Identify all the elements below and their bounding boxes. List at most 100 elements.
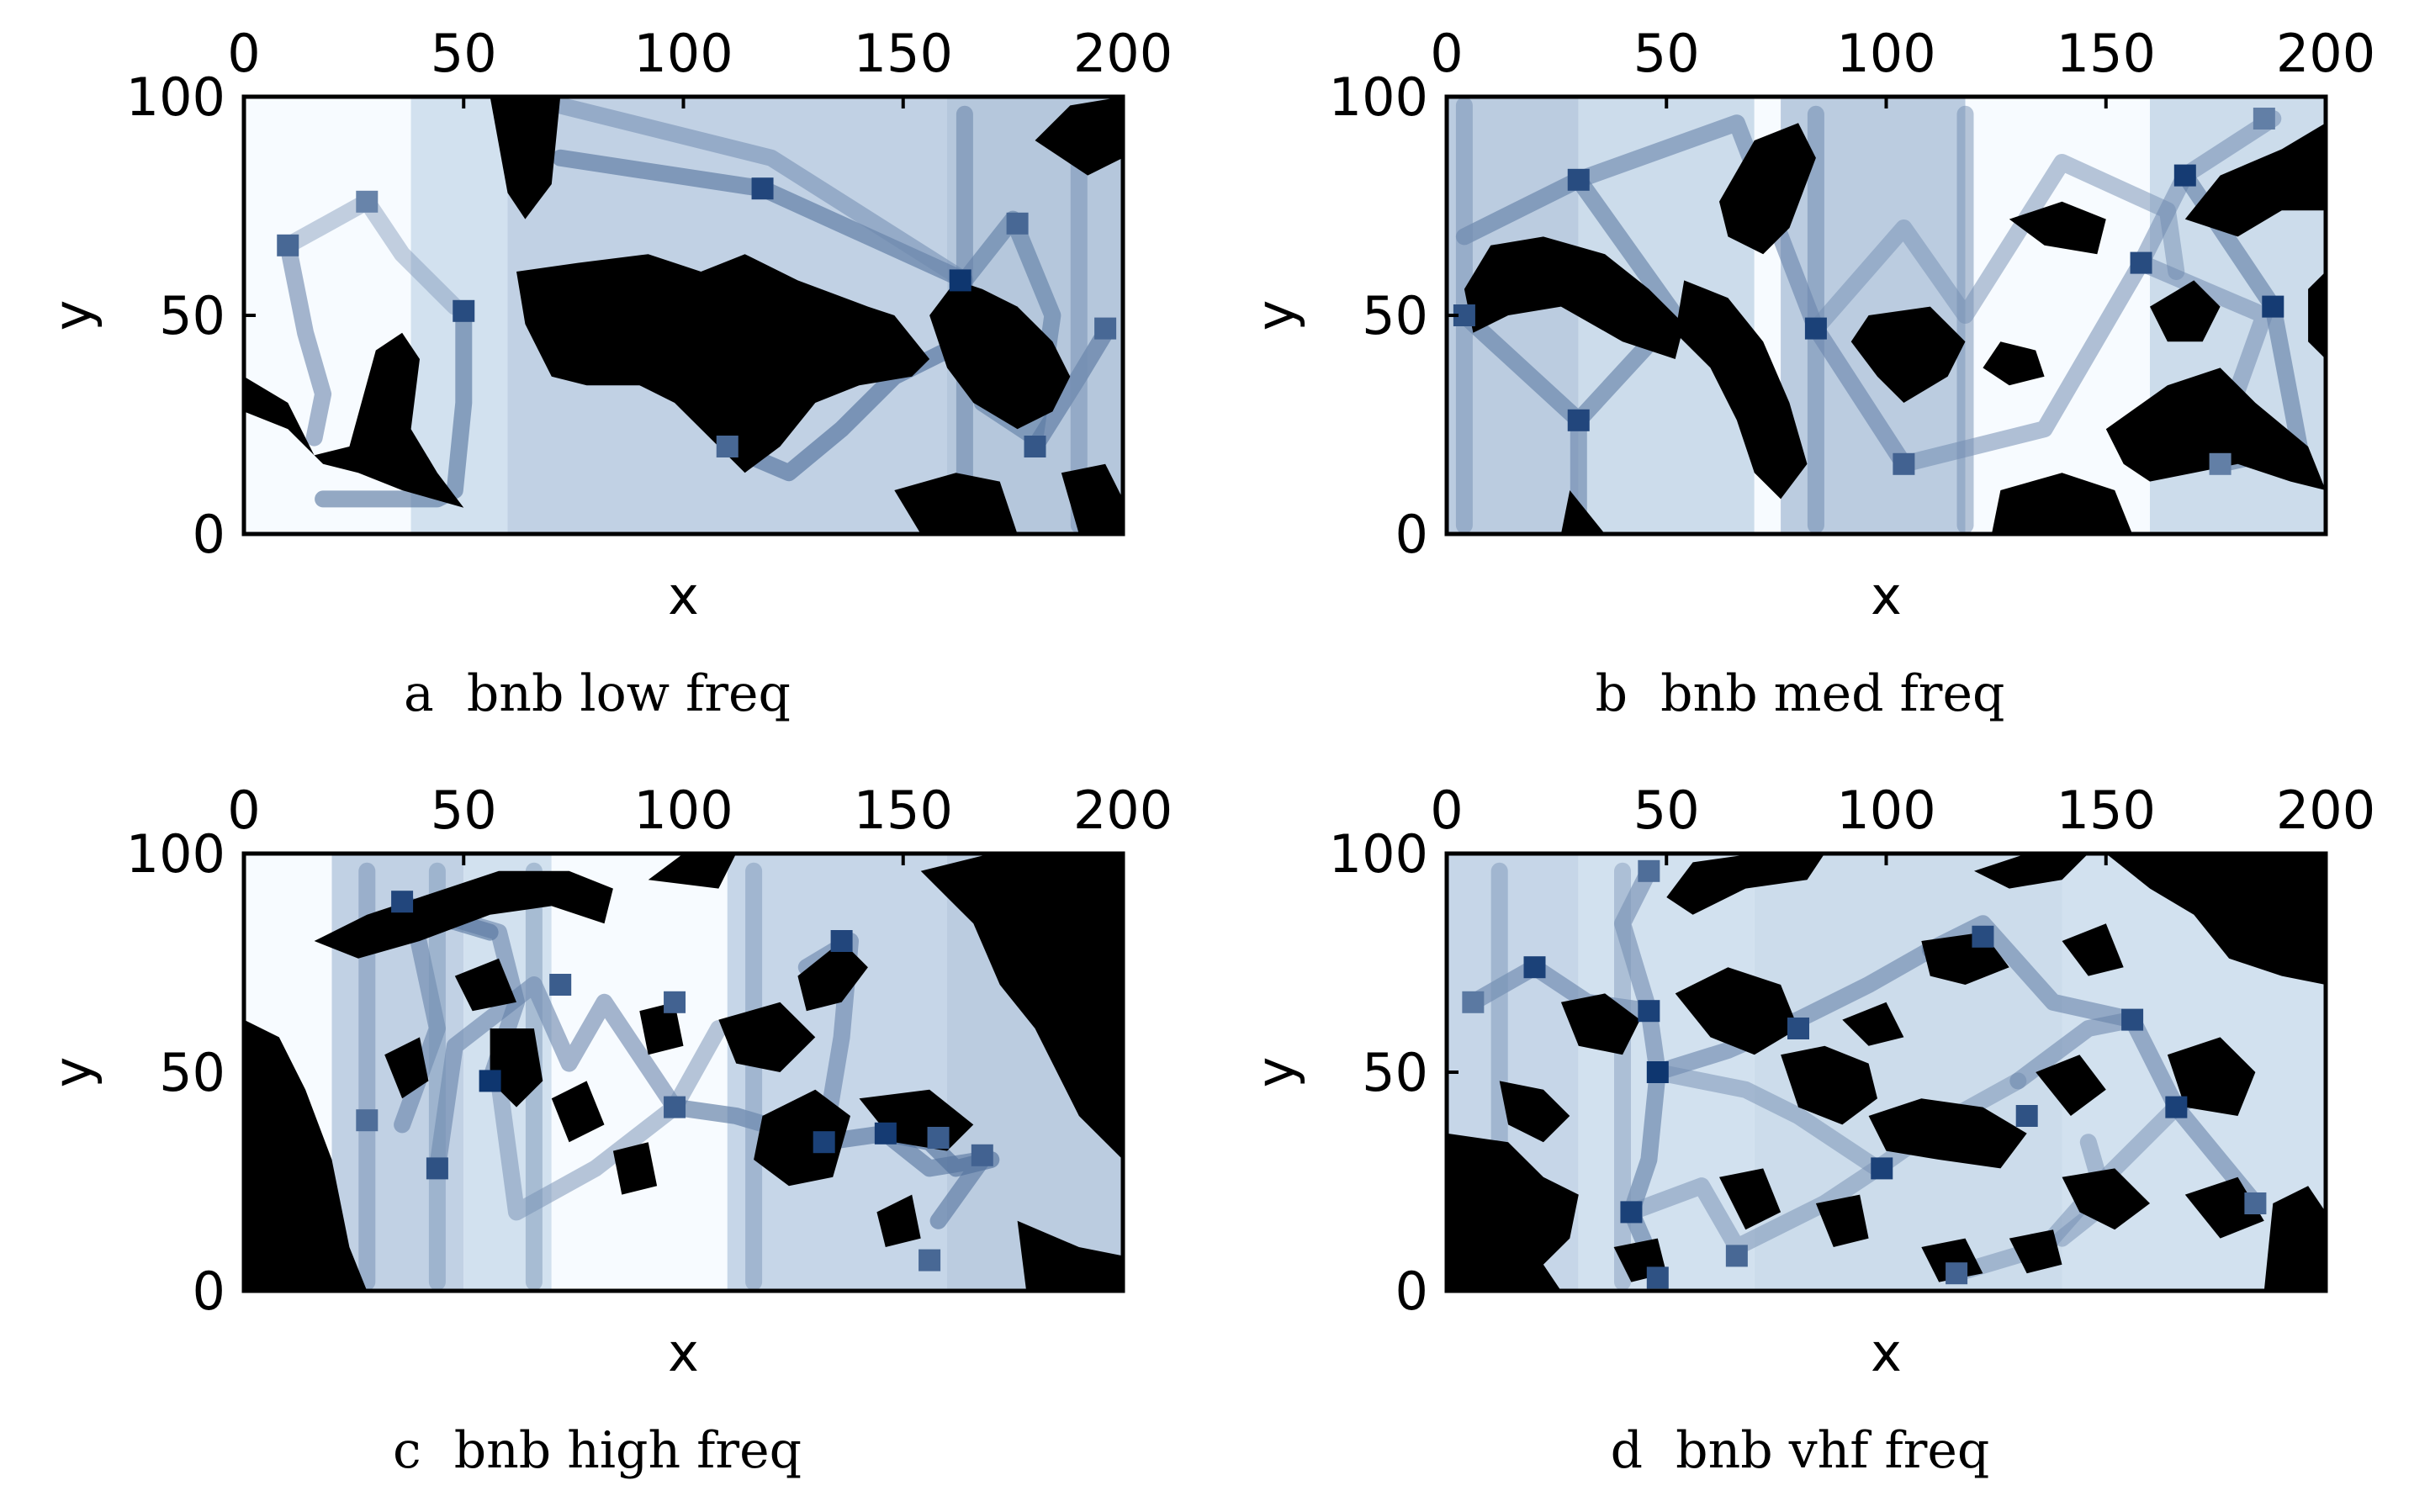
xtick-label-b-1: 50: [1633, 23, 1700, 84]
node-d-2: [1646, 1061, 1669, 1083]
xtick-label-a-1: 50: [431, 23, 497, 84]
obstacle-d-2: [1560, 993, 1640, 1055]
caption-title-d: bnb vhf freq: [1676, 1421, 1990, 1480]
obstacle-c-15: [876, 1194, 921, 1247]
plot-area-b: [1447, 97, 2326, 534]
obstacle-c-4: [718, 1002, 816, 1072]
node-b-8: [2253, 108, 2275, 130]
ytick-label-b-0: 0: [1395, 504, 1428, 565]
node-b-3: [1804, 317, 1827, 340]
xtick-label-b-4: 200: [2276, 23, 2375, 84]
node-d-6: [1871, 1157, 1893, 1180]
node-d-10: [2015, 1105, 2038, 1127]
obstacle-d-17: [1719, 1168, 1781, 1230]
ytick-label-d-1: 50: [1362, 1042, 1428, 1103]
obstacle-c-12: [612, 1142, 658, 1195]
node-d-15: [1638, 859, 1660, 882]
node-c-3: [479, 1070, 501, 1092]
obstacle-a-2: [516, 254, 930, 473]
node-c-5: [664, 991, 686, 1013]
xtick-label-d-3: 150: [2057, 780, 2156, 841]
obstacle-c-0: [244, 1019, 368, 1291]
caption-letter-c: c: [393, 1421, 421, 1480]
ytick-label-a-2: 100: [126, 66, 225, 128]
caption-letter-a: a: [404, 664, 434, 723]
xtick-label-d-4: 200: [2276, 780, 2375, 841]
obstacle-a-0: [244, 332, 464, 508]
node-d-12: [1946, 1262, 1968, 1285]
node-b-6: [2173, 164, 2196, 187]
node-d-9: [2165, 1096, 2188, 1118]
xtick-label-c-3: 150: [854, 780, 953, 841]
ylabel-b: y: [1245, 300, 1306, 331]
obstacle-a-1: [490, 97, 561, 219]
node-d-14: [1462, 991, 1485, 1013]
node-c-6: [664, 1096, 686, 1118]
obstacle-d-8: [1868, 1098, 2027, 1169]
plot-d: 0 50 100 150 200 0 50 100 x y: [1245, 780, 2375, 1383]
obstacle-d-13: [2036, 1055, 2106, 1116]
path-a-0: [279, 236, 332, 447]
obstacle-d-14: [2062, 1168, 2150, 1230]
caption-d: d bnb vhf freq: [1203, 1421, 2397, 1480]
obstacle-c-8: [1017, 1220, 1123, 1291]
node-c-11: [971, 1144, 993, 1166]
obstacle-d-16: [2263, 1186, 2326, 1291]
panel-a: 0 50 100 150 200 0 50 100 x y a bnb low freq: [0, 0, 1194, 740]
obstacle-c-5: [754, 1089, 850, 1187]
xlabel-b: x: [1871, 565, 1902, 626]
obstacle-b-8: [2184, 123, 2326, 237]
node-c-2: [356, 1109, 379, 1132]
node-d-4: [1646, 1266, 1669, 1289]
node-a-6: [1094, 317, 1117, 340]
caption-b: b bnb med freq: [1203, 664, 2397, 723]
obstacle-c-13: [639, 1002, 684, 1055]
plot-b: 0 50 100 150 200 0 50 100 x y: [1245, 23, 2375, 626]
path-a-4: [552, 97, 973, 289]
panel-d: 0 50 100 150 200 0 50 100 x y d bnb vhf freq: [1203, 757, 2397, 1497]
xtick-label-d-0: 0: [1430, 780, 1463, 841]
obstacle-c-1: [314, 870, 613, 959]
obstacle-c-11: [551, 1081, 605, 1143]
obstacle-c-9: [384, 1037, 429, 1099]
node-d-11: [2244, 1192, 2267, 1214]
path-c-2: [490, 1020, 728, 1221]
panel-c: 0 50 100 150 200 0 50 100 x y c bnb high freq: [0, 757, 1194, 1497]
node-a-2: [453, 299, 475, 322]
plot-area-d: [1447, 854, 2326, 1291]
obstacle-b-10: [1991, 473, 2133, 534]
node-c-8: [813, 1131, 835, 1154]
node-b-7: [2262, 295, 2284, 318]
ytick-label-d-2: 100: [1329, 823, 1428, 885]
obstacle-b-0: [1464, 236, 1685, 359]
node-a-7: [1024, 436, 1046, 457]
obstacle-b-1: [1560, 490, 1606, 534]
ytick-label-b-1: 50: [1362, 285, 1428, 346]
node-d-13: [1725, 1245, 1748, 1267]
xtick-label-c-4: 200: [1073, 780, 1173, 841]
caption-c: c bnb high freq: [0, 1421, 1194, 1480]
caption-title-b: bnb med freq: [1660, 664, 2005, 723]
obstacle-d-15: [2184, 1176, 2264, 1239]
obstacle-d-6: [1842, 1002, 1904, 1046]
ytick-label-a-0: 0: [193, 504, 225, 565]
panel-b: 0 50 100 150 200 0 50 100 x y b bnb med freq: [1203, 0, 2397, 740]
obstacle-b-4: [1850, 306, 1966, 403]
node-d-7: [1972, 925, 1994, 948]
node-d-8: [2121, 1008, 2144, 1031]
xtick-label-a-4: 200: [1073, 23, 1173, 84]
caption-letter-d: d: [1610, 1421, 1644, 1480]
xtick-label-c-2: 100: [633, 780, 733, 841]
xtick-label-b-3: 150: [2057, 23, 2156, 84]
node-d-5: [1787, 1018, 1809, 1039]
obstacle-b-11: [2308, 272, 2326, 359]
caption-title-a: bnb low freq: [466, 664, 791, 723]
ytick-label-a-1: 50: [159, 285, 225, 346]
plot-area-c: [244, 854, 1123, 1291]
obstacle-a-4: [1035, 97, 1123, 176]
obstacle-a-5: [894, 473, 1018, 534]
xtick-label-c-1: 50: [431, 780, 497, 841]
node-b-1: [1567, 409, 1590, 431]
ylabel-c: y: [42, 1057, 103, 1088]
ytick-label-b-2: 100: [1329, 66, 1428, 128]
